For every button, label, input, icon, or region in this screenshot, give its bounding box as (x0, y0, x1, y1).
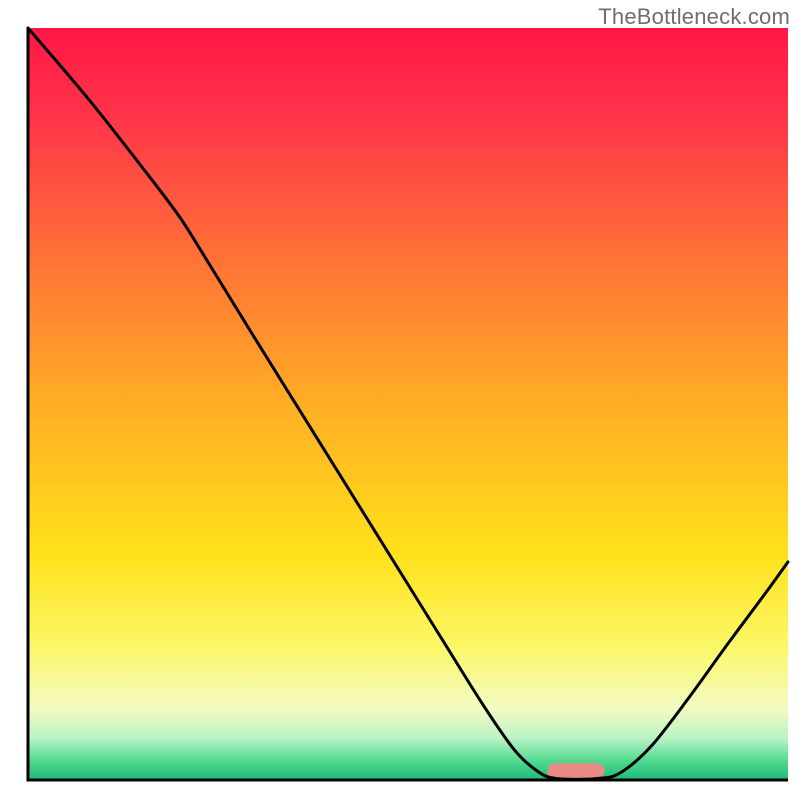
bottleneck-chart: TheBottleneck.com (0, 0, 800, 800)
optimal-marker (547, 763, 604, 779)
watermark-text: TheBottleneck.com (598, 4, 790, 30)
chart-background (28, 28, 788, 780)
chart-canvas (0, 0, 800, 800)
